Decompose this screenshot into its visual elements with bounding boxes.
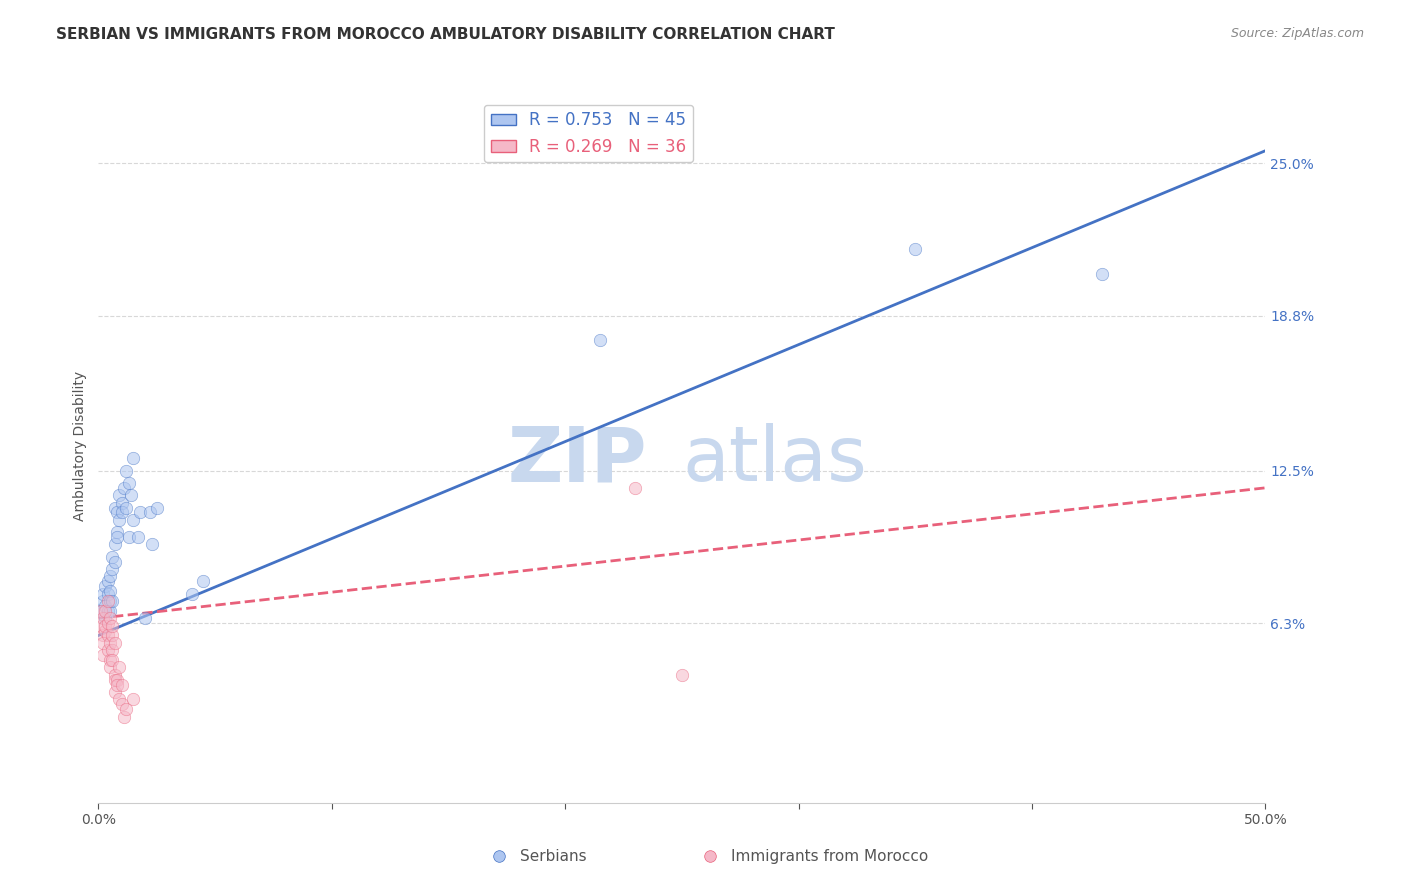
Point (97, 587, 120, 601)
Point (108, 692, 131, 706)
Point (91, 648, 114, 662)
Point (98, 660, 121, 674)
Point (104, 537, 127, 551)
Point (97, 594, 120, 608)
Point (104, 500, 127, 515)
Point (90, 604, 112, 618)
Text: SERBIAN VS IMMIGRANTS FROM MOROCCO AMBULATORY DISABILITY CORRELATION CHART: SERBIAN VS IMMIGRANTS FROM MOROCCO AMBUL… (56, 27, 835, 42)
Point (488, 849, 510, 863)
Point (94, 599, 117, 613)
Point (104, 685, 127, 699)
Point (111, 495, 134, 509)
Point (104, 673, 127, 687)
Point (624, 481, 647, 495)
Point (127, 530, 149, 544)
Point (101, 618, 124, 632)
Point (122, 513, 145, 527)
Point (105, 525, 128, 540)
Point (122, 692, 145, 706)
Point (193, 574, 215, 589)
Point (94, 604, 117, 618)
Point (115, 464, 138, 478)
Point (101, 643, 124, 657)
Point (94, 618, 117, 632)
Point (104, 668, 127, 682)
Point (105, 678, 128, 692)
Point (111, 678, 134, 692)
Point (104, 555, 127, 569)
Point (98, 604, 121, 618)
Point (105, 530, 128, 544)
Point (115, 500, 138, 515)
Point (91, 594, 114, 608)
Point (98, 611, 121, 625)
Legend: R = 0.753   N = 45, R = 0.269   N = 36: R = 0.753 N = 45, R = 0.269 N = 36 (484, 104, 693, 162)
Point (94, 579, 117, 593)
Point (101, 562, 124, 576)
Point (91, 636, 114, 650)
Point (146, 500, 169, 515)
Point (101, 628, 124, 642)
Point (105, 505, 128, 519)
Point (90, 618, 112, 632)
Point (97, 616, 120, 631)
Point (112, 709, 135, 723)
Point (94, 611, 117, 625)
Point (94, 624, 117, 638)
Point (101, 653, 124, 667)
Point (91, 587, 114, 601)
Point (98, 653, 121, 667)
Point (671, 668, 693, 682)
Point (134, 611, 156, 625)
Point (118, 530, 141, 544)
Text: Serbians: Serbians (520, 849, 586, 863)
Point (98, 636, 121, 650)
Point (141, 537, 163, 551)
Text: Immigrants from Morocco: Immigrants from Morocco (731, 849, 928, 863)
Point (98, 584, 121, 599)
Point (97, 604, 120, 618)
Point (699, 849, 721, 863)
Point (108, 513, 131, 527)
Point (97, 628, 120, 642)
Text: Source: ZipAtlas.com: Source: ZipAtlas.com (1230, 27, 1364, 40)
Point (115, 702, 138, 716)
Point (105, 673, 128, 687)
Point (129, 505, 152, 519)
Point (118, 475, 141, 490)
Point (97, 643, 120, 657)
Point (90, 604, 112, 618)
Point (120, 488, 142, 502)
Point (97, 574, 120, 589)
Point (98, 569, 121, 583)
Point (91, 611, 114, 625)
Text: ZIP: ZIP (508, 424, 647, 497)
Y-axis label: Ambulatory Disability: Ambulatory Disability (73, 371, 87, 521)
Point (101, 549, 124, 564)
Point (139, 505, 162, 519)
Point (108, 488, 131, 502)
Text: atlas: atlas (682, 424, 866, 497)
Point (101, 594, 124, 608)
Point (111, 505, 134, 519)
Point (91, 628, 114, 642)
Point (1091, 267, 1114, 281)
Point (904, 242, 927, 256)
Point (104, 636, 127, 650)
Point (589, 333, 612, 347)
Point (180, 587, 202, 601)
Point (112, 481, 135, 495)
Point (98, 594, 121, 608)
Point (122, 451, 145, 466)
Point (111, 698, 134, 712)
Point (108, 660, 131, 674)
